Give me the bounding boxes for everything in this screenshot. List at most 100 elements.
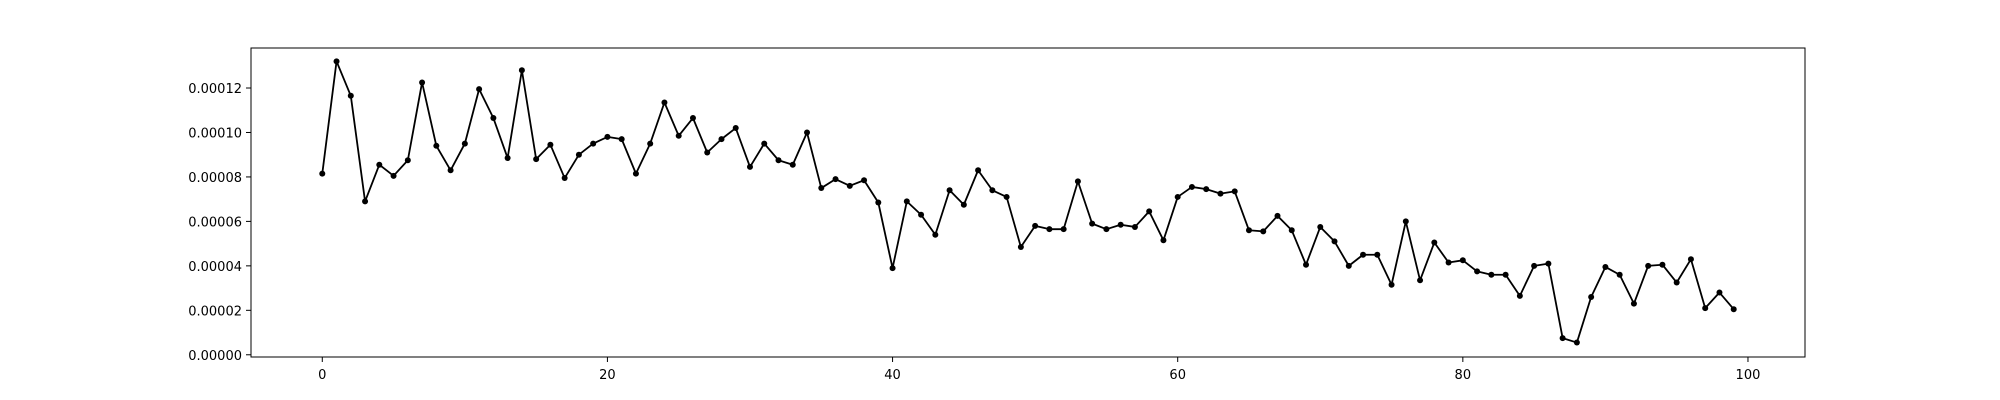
data-point bbox=[1160, 237, 1167, 244]
data-point bbox=[1388, 281, 1395, 288]
data-point bbox=[661, 99, 668, 106]
data-point bbox=[1089, 220, 1096, 227]
data-point bbox=[1716, 289, 1723, 296]
data-point bbox=[1146, 208, 1153, 215]
data-point bbox=[875, 199, 882, 206]
x-tick-label: 20 bbox=[599, 368, 616, 383]
data-point bbox=[903, 198, 910, 205]
data-point bbox=[1687, 256, 1694, 263]
data-point bbox=[1459, 257, 1466, 264]
data-point bbox=[590, 140, 597, 147]
data-point bbox=[1274, 212, 1281, 219]
data-point bbox=[1516, 292, 1523, 299]
data-point bbox=[1360, 251, 1367, 258]
data-point bbox=[575, 151, 582, 158]
data-point bbox=[1203, 186, 1210, 193]
x-tick-label: 0 bbox=[318, 368, 326, 383]
data-point bbox=[1630, 300, 1637, 307]
data-point bbox=[1588, 293, 1595, 300]
data-point bbox=[1602, 263, 1609, 270]
data-point bbox=[1730, 306, 1737, 313]
series-line bbox=[321, 60, 1735, 344]
data-point bbox=[1046, 226, 1053, 233]
y-tick-label: 0.00000 bbox=[188, 349, 242, 364]
data-point bbox=[1245, 227, 1252, 234]
data-point bbox=[975, 167, 982, 174]
data-point bbox=[390, 172, 397, 179]
data-point bbox=[675, 132, 682, 139]
data-point bbox=[461, 140, 468, 147]
y-tick-label: 0.00004 bbox=[188, 260, 242, 275]
data-point bbox=[419, 79, 426, 86]
data-point bbox=[1117, 221, 1124, 228]
data-point bbox=[1573, 339, 1580, 346]
data-point bbox=[1131, 223, 1138, 230]
data-point bbox=[1702, 305, 1709, 312]
plot-area-frame bbox=[250, 47, 1806, 358]
y-tick-label: 0.00006 bbox=[188, 215, 242, 230]
data-point bbox=[1402, 218, 1409, 225]
data-point bbox=[632, 170, 639, 177]
data-point bbox=[604, 133, 611, 140]
data-point bbox=[832, 176, 839, 183]
x-tick-label: 100 bbox=[1736, 368, 1761, 383]
data-point bbox=[861, 177, 868, 184]
data-point bbox=[518, 67, 525, 74]
data-point bbox=[1231, 188, 1238, 195]
data-point bbox=[804, 129, 811, 136]
data-point bbox=[789, 161, 796, 168]
data-point bbox=[1645, 262, 1652, 269]
data-point bbox=[989, 187, 996, 194]
data-point bbox=[775, 157, 782, 164]
data-point bbox=[319, 170, 326, 177]
data-point bbox=[533, 156, 540, 163]
data-point bbox=[476, 86, 483, 93]
data-point bbox=[618, 136, 625, 143]
data-point bbox=[504, 155, 511, 162]
x-tick-label: 60 bbox=[1169, 368, 1186, 383]
x-tick-label: 40 bbox=[884, 368, 901, 383]
data-point bbox=[362, 198, 369, 205]
data-point bbox=[1260, 228, 1267, 235]
data-point bbox=[447, 167, 454, 174]
data-point bbox=[1488, 271, 1495, 278]
data-point bbox=[404, 157, 411, 164]
data-point bbox=[1474, 268, 1481, 275]
data-point bbox=[1317, 223, 1324, 230]
data-point bbox=[1060, 226, 1067, 233]
data-point bbox=[1531, 262, 1538, 269]
data-point bbox=[1374, 251, 1381, 258]
data-point bbox=[1345, 262, 1352, 269]
data-point bbox=[1331, 238, 1338, 245]
y-tick-label: 0.00010 bbox=[188, 126, 242, 141]
data-point bbox=[889, 265, 896, 272]
y-tick-label: 0.00012 bbox=[188, 82, 242, 97]
data-point bbox=[1217, 190, 1224, 197]
data-series bbox=[319, 58, 1737, 346]
data-point bbox=[1445, 259, 1452, 266]
data-point bbox=[846, 182, 853, 189]
data-point bbox=[1559, 335, 1566, 342]
data-point bbox=[1616, 271, 1623, 278]
y-tick-label: 0.00002 bbox=[188, 304, 242, 319]
data-point bbox=[376, 161, 383, 168]
data-point bbox=[1288, 227, 1295, 234]
data-point bbox=[818, 185, 825, 192]
data-point bbox=[433, 142, 440, 149]
data-point bbox=[1417, 277, 1424, 284]
data-point bbox=[704, 149, 711, 156]
data-point bbox=[918, 211, 925, 218]
data-point bbox=[761, 140, 768, 147]
data-point bbox=[1659, 261, 1666, 268]
data-point bbox=[1188, 183, 1195, 190]
data-point bbox=[1545, 260, 1552, 267]
data-point bbox=[946, 187, 953, 194]
data-point bbox=[547, 141, 554, 148]
data-point bbox=[647, 140, 654, 147]
data-point bbox=[1032, 222, 1039, 229]
data-point bbox=[1303, 261, 1310, 268]
data-point bbox=[1103, 226, 1110, 233]
data-point bbox=[333, 58, 340, 65]
data-point bbox=[718, 136, 725, 143]
